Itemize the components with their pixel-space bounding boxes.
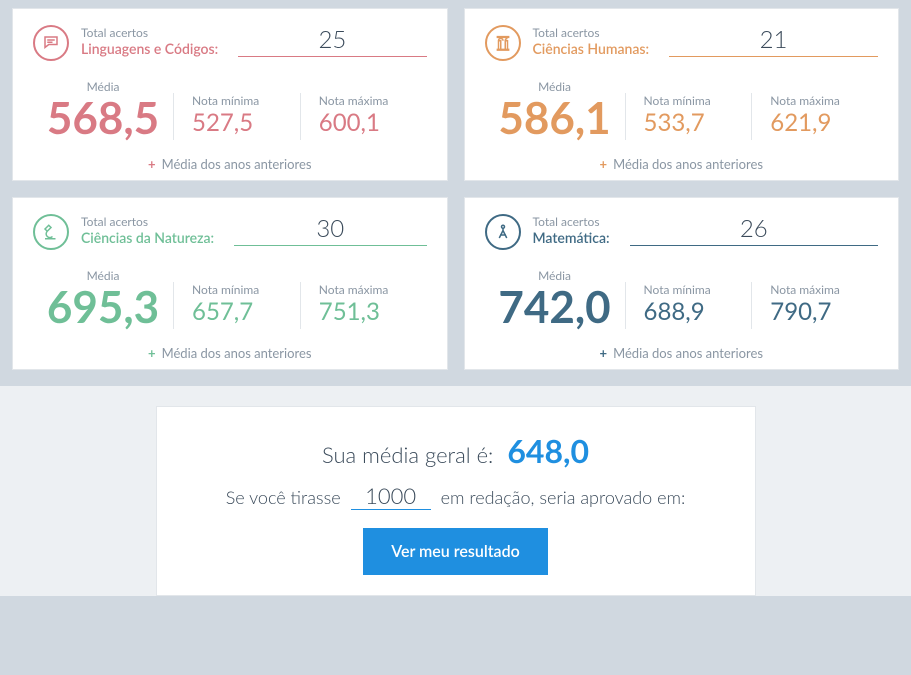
min-label: Nota mínima: [644, 93, 752, 108]
max-value: 600,1: [319, 110, 427, 136]
subject-name: Linguagens e Códigos:: [81, 40, 218, 57]
stats-row: Média742,0 Nota mínima 688,9 Nota máxima 790…: [485, 268, 879, 329]
total-acertos-label: Total acertos: [81, 214, 214, 229]
min-value: 527,5: [192, 110, 300, 136]
media-anteriores-link[interactable]: + Média dos anos anteriores: [33, 156, 427, 172]
cards-grid: Total acertosLinguagens e Códigos:25Médi…: [0, 0, 911, 386]
summary-section: Sua média geral é: 648,0 Se você tirasse…: [0, 386, 911, 596]
acertos-value: 30: [316, 214, 344, 243]
media-block: Média742,0: [485, 268, 625, 329]
acertos-value-wrap: 26: [630, 214, 878, 246]
media-value: 742,0: [485, 285, 625, 329]
acertos-value: 21: [760, 25, 788, 54]
column-icon: [485, 25, 521, 61]
card-head-labels: Total acertosCiências da Natureza:: [81, 214, 214, 246]
summary-line1-prefix: Sua média geral é:: [322, 441, 493, 468]
summary-line2-prefix: Se você tirasse: [226, 486, 341, 508]
card-head-labels: Total acertosCiências Humanas:: [533, 25, 650, 57]
min-value: 688,9: [644, 299, 752, 325]
subject-name: Matemática:: [533, 229, 610, 246]
media-value: 568,5: [33, 96, 173, 140]
chat-icon: [33, 25, 69, 61]
min-label: Nota mínima: [644, 282, 752, 297]
max-value: 751,3: [319, 299, 427, 325]
total-acertos-label: Total acertos: [81, 25, 218, 40]
media-anteriores-link[interactable]: + Média dos anos anteriores: [485, 156, 879, 172]
compass-icon: [485, 214, 521, 250]
acertos-value-wrap: 25: [238, 25, 426, 57]
max-block: Nota máxima 600,1: [300, 93, 427, 140]
media-value: 695,3: [33, 285, 173, 329]
min-block: Nota mínima 688,9: [625, 282, 752, 329]
summary-line2-suffix: em redação, seria aprovado em:: [441, 486, 686, 508]
max-value: 621,9: [770, 110, 878, 136]
card-header: Total acertosLinguagens e Códigos: 25: [33, 25, 427, 61]
min-label: Nota mínima: [192, 93, 300, 108]
max-block: Nota máxima 751,3: [300, 282, 427, 329]
min-block: Nota mínima 657,7: [173, 282, 300, 329]
acertos-value: 26: [740, 214, 768, 243]
acertos-value: 25: [318, 25, 346, 54]
total-acertos-label: Total acertos: [533, 25, 650, 40]
card-linguagens: Total acertosLinguagens e Códigos: 25 Médi…: [12, 8, 448, 181]
card-matematica: Total acertosMatemática:26Média742,0Nota…: [464, 197, 900, 370]
subject-name: Ciências Humanas:: [533, 40, 650, 57]
card-head-labels: Total acertosMatemática:: [533, 214, 610, 246]
plus-icon: +: [600, 156, 608, 172]
media-anteriores-link[interactable]: + Média dos anos anteriores: [485, 345, 879, 361]
microscope-icon: [33, 214, 69, 250]
max-block: Nota máxima 621,9: [751, 93, 878, 140]
stats-row: Média586,1 Nota mínima 533,7 Nota máxima 621…: [485, 79, 879, 140]
redacao-input[interactable]: [351, 482, 431, 510]
media-anteriores-label: Média dos anos anteriores: [613, 156, 763, 172]
min-value: 533,7: [644, 110, 752, 136]
card-head-labels: Total acertosLinguagens e Códigos:: [81, 25, 218, 57]
card-header: Total acertosMatemática: 26: [485, 214, 879, 250]
media-block: Média568,5: [33, 79, 173, 140]
min-value: 657,7: [192, 299, 300, 325]
card-natureza: Total acertosCiências da Natureza: 30 Médi…: [12, 197, 448, 370]
summary-card: Sua média geral é: 648,0 Se você tirasse…: [156, 406, 756, 596]
min-block: Nota mínima 533,7: [625, 93, 752, 140]
media-anteriores-label: Média dos anos anteriores: [162, 345, 312, 361]
summary-geral-value: 648,0: [507, 431, 589, 470]
acertos-value-wrap: 30: [234, 214, 426, 246]
media-anteriores-label: Média dos anos anteriores: [162, 156, 312, 172]
stats-row: Média568,5 Nota mínima 527,5 Nota máxima 600…: [33, 79, 427, 140]
max-label: Nota máxima: [319, 93, 427, 108]
media-anteriores-label: Média dos anos anteriores: [613, 345, 763, 361]
max-block: Nota máxima 790,7: [751, 282, 878, 329]
plus-icon: +: [600, 345, 608, 361]
min-label: Nota mínima: [192, 282, 300, 297]
max-label: Nota máxima: [770, 93, 878, 108]
card-header: Total acertosCiências da Natureza: 30: [33, 214, 427, 250]
max-label: Nota máxima: [770, 282, 878, 297]
plus-icon: +: [148, 156, 156, 172]
media-block: Média586,1: [485, 79, 625, 140]
max-value: 790,7: [770, 299, 878, 325]
media-value: 586,1: [485, 96, 625, 140]
media-block: Média695,3: [33, 268, 173, 329]
ver-resultado-button[interactable]: Ver meu resultado: [363, 528, 548, 575]
stats-row: Média695,3 Nota mínima 657,7 Nota máxima 751…: [33, 268, 427, 329]
media-anteriores-link[interactable]: + Média dos anos anteriores: [33, 345, 427, 361]
acertos-value-wrap: 21: [669, 25, 878, 57]
summary-line-2: Se você tirasse em redação, seria aprova…: [181, 482, 731, 510]
card-header: Total acertosCiências Humanas: 21: [485, 25, 879, 61]
plus-icon: +: [148, 345, 156, 361]
min-block: Nota mínima 527,5: [173, 93, 300, 140]
summary-line-1: Sua média geral é: 648,0: [181, 431, 731, 470]
total-acertos-label: Total acertos: [533, 214, 610, 229]
max-label: Nota máxima: [319, 282, 427, 297]
card-humanas: Total acertosCiências Humanas: 21 Média586…: [464, 8, 900, 181]
subject-name: Ciências da Natureza:: [81, 229, 214, 246]
